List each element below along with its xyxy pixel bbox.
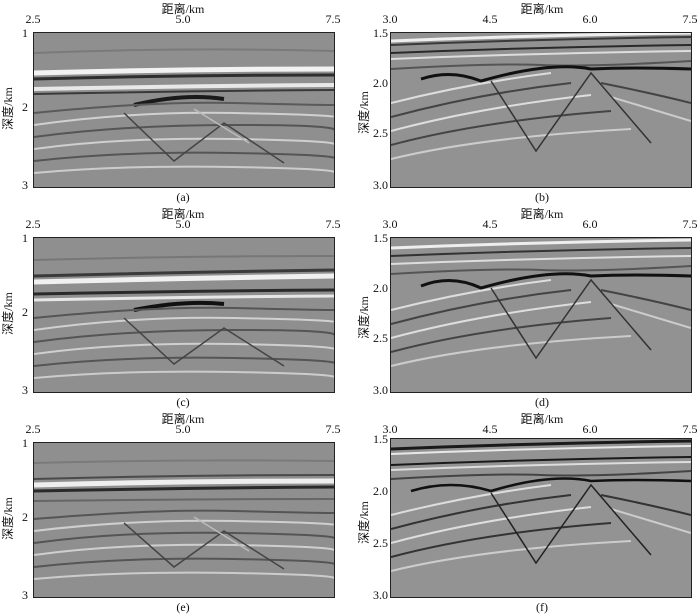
x-tick-label: 2.5 [25,422,41,436]
panel-d: 距离/km 3.0 4.5 6.0 7.5 深度/km 1.5 2.0 2.5 … [350,205,700,410]
panel-caption: (c) [176,395,190,409]
y-tick-label: 1.5 [373,231,388,245]
panel-f: 距离/km 3.0 4.5 6.0 7.5 深度/km 1.5 2.0 2.5 … [350,410,700,615]
seismic-section [34,33,334,187]
panel-caption: (e) [176,600,190,614]
x-tick-label: 4.5 [482,12,498,26]
x-tick-label: 7.5 [682,217,698,231]
panel-caption: (b) [535,190,549,204]
panel-c: 距离/km 2.5 5.0 7.5 深度/km 1 2 3 (c) [0,205,350,410]
y-tick-label: 2.5 [373,126,388,140]
x-tick-label: 3.0 [382,217,398,231]
x-axis-label: 距离/km [161,2,205,16]
y-tick-label: 2 [22,100,28,114]
x-tick-label: 6.0 [582,422,598,436]
x-axis-label: 距离/km [161,412,205,426]
x-tick-label: 3.0 [382,12,398,26]
x-tick-label: 7.5 [682,422,698,436]
panel-e: 距离/km 2.5 5.0 7.5 深度/km 1 2 3 (e) [0,410,350,615]
x-axis-label: 距离/km [520,207,564,221]
x-tick-label: 5.0 [175,217,191,231]
panel-caption: (f) [536,600,548,614]
y-tick-label: 2.5 [373,536,388,550]
x-tick-label: 7.5 [682,12,698,26]
x-tick-label: 7.5 [325,12,341,26]
y-tick-label: 3.0 [373,178,388,192]
y-tick-label: 2 [22,510,28,524]
y-tick-label: 1.5 [373,26,388,40]
y-tick-label: 2.0 [373,484,388,498]
x-axis-label: 距离/km [520,2,564,16]
x-tick-label: 5.0 [175,422,191,436]
y-tick-label: 3.0 [373,588,388,602]
x-tick-label: 6.0 [582,217,598,231]
seismic-section [34,238,334,392]
y-tick-label: 3.0 [373,383,388,397]
seismic-image [390,438,692,598]
x-axis-label: 距离/km [520,412,564,426]
x-axis-label: 距离/km [161,207,205,221]
panel-caption: (d) [535,395,549,409]
seismic-section [34,443,334,597]
seismic-image [390,32,692,188]
y-tick-label: 2 [22,305,28,319]
panel-b: 距离/km 3.0 4.5 6.0 7.5 深度/km 1.5 2.0 2.5 … [350,0,700,205]
y-tick-label: 1 [22,26,28,40]
seismic-image [33,32,335,188]
y-tick-label: 1.5 [373,432,388,446]
y-tick-label: 2.0 [373,76,388,90]
x-tick-label: 7.5 [325,217,341,231]
x-tick-label: 3.0 [382,422,398,436]
x-tick-label: 4.5 [482,217,498,231]
x-tick-label: 4.5 [482,422,498,436]
x-tick-label: 6.0 [582,12,598,26]
y-tick-label: 2.0 [373,281,388,295]
x-tick-label: 5.0 [175,12,191,26]
y-tick-label: 1 [22,231,28,245]
y-tick-label: 2.5 [373,331,388,345]
seismic-image [33,237,335,393]
seismic-section [391,33,691,187]
seismic-image [33,442,335,598]
y-tick-label: 3 [22,178,28,192]
y-tick-label: 1 [22,436,28,450]
x-tick-label: 2.5 [25,217,41,231]
panel-a: 距离/km 2.5 5.0 7.5 深度/km 1 2 3 (a) [0,0,350,205]
x-tick-label: 2.5 [25,12,41,26]
x-tick-label: 7.5 [325,422,341,436]
seismic-image [390,237,692,393]
y-tick-label: 3 [22,588,28,602]
y-tick-label: 3 [22,383,28,397]
seismic-section [391,238,691,392]
seismic-section [391,439,691,597]
panel-caption: (a) [176,190,190,204]
